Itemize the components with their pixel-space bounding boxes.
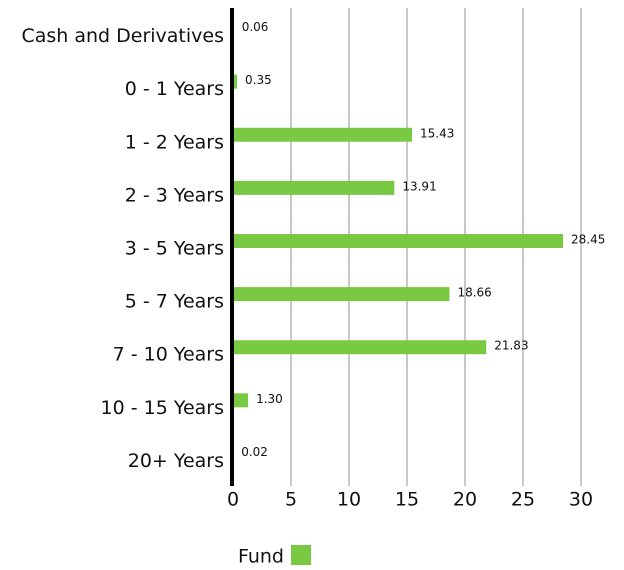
x-tick-label: 10 [337,489,361,511]
value-label: 13.91 [402,179,436,193]
x-tick-label: 5 [285,489,297,511]
x-tick-label: 30 [569,489,593,511]
y-tick-label: 3 - 5 Years [125,238,224,260]
x-tick-label: 15 [395,489,419,511]
bar [233,234,564,248]
value-label: 18.66 [457,286,491,300]
value-label: 1.30 [256,392,283,406]
y-tick-label: 10 - 15 Years [101,397,224,419]
value-label: 0.06 [242,20,269,34]
y-tick-label: 0 - 1 Years [125,78,224,100]
bar [233,340,487,355]
value-label: 0.02 [241,445,268,459]
x-tick-label: 25 [511,489,535,511]
value-label: 28.45 [571,233,605,247]
y-tick-label: 5 - 7 Years [125,291,224,313]
value-label: 15.43 [420,126,454,140]
y-tick-label: 1 - 2 Years [125,131,224,153]
y-tick-label: 7 - 10 Years [113,344,224,366]
bar [233,287,450,302]
x-tick-label: 20 [453,489,477,511]
bar [233,127,412,142]
value-label: 0.35 [245,73,272,87]
y-tick-label: 2 - 3 Years [125,184,224,206]
bar [233,180,395,195]
value-label: 21.83 [494,339,528,353]
x-tick-label: 0 [227,489,239,511]
y-tick-label: Cash and Derivatives [21,25,224,47]
bar [233,393,249,408]
legend-label: Fund [238,546,284,568]
y-tick-label: 20+ Years [128,450,224,472]
bar [233,74,238,89]
legend-swatch [291,545,311,565]
